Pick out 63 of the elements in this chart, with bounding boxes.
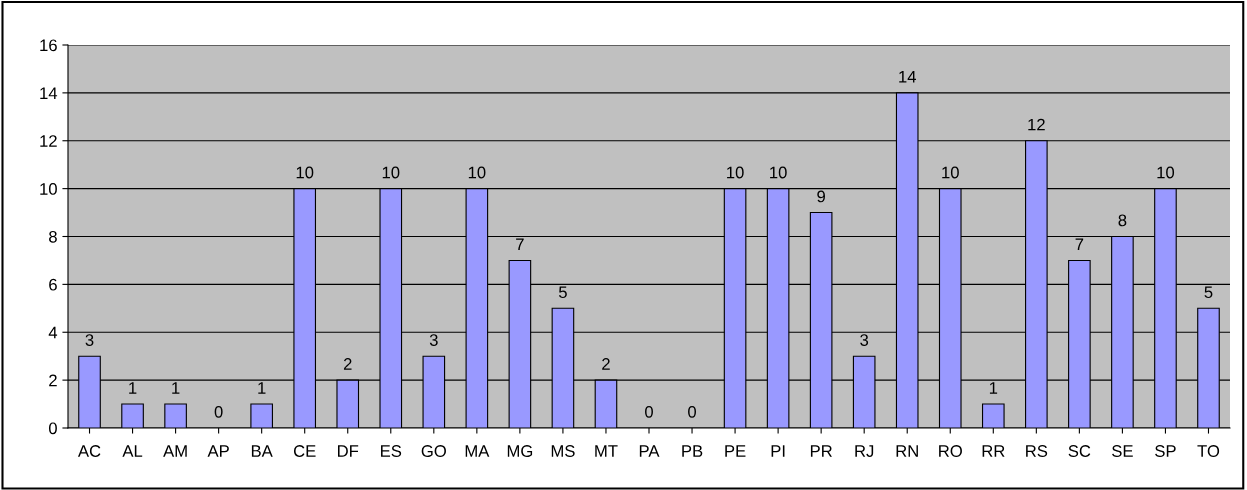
y-tick-label: 14: [40, 87, 58, 99]
data-label: 8: [1118, 214, 1127, 227]
x-tick-label: SE: [1112, 445, 1133, 457]
data-label: 3: [85, 334, 94, 346]
x-tick-label: MA: [465, 445, 490, 457]
y-tick-label: 10: [40, 183, 57, 195]
data-label: 1: [989, 382, 998, 394]
data-label: 2: [343, 358, 352, 370]
x-tick-label: MG: [507, 445, 533, 457]
data-label: 12: [1028, 118, 1045, 131]
x-tick-label: BA: [251, 445, 273, 457]
x-tick-label: AM: [163, 445, 187, 457]
x-tick-label: CE: [293, 445, 316, 457]
data-label: 10: [1157, 166, 1175, 179]
data-label: 2: [602, 358, 610, 370]
x-tick-label: SC: [1068, 445, 1091, 457]
data-label: 0: [645, 405, 653, 418]
x-tick-label: AP: [207, 445, 229, 457]
data-label: 3: [429, 334, 438, 346]
data-label: 1: [172, 382, 180, 394]
y-tick-label: 0: [48, 422, 57, 435]
y-tick-label: 16: [40, 39, 57, 52]
x-tick-label: PA: [639, 445, 660, 457]
data-label: 9: [817, 190, 825, 203]
data-label: 0: [688, 405, 697, 418]
y-tick-label: 8: [49, 230, 57, 243]
x-tick-label: MS: [551, 445, 575, 457]
data-label: 1: [129, 382, 137, 394]
x-tick-label: PE: [725, 445, 746, 457]
data-label: 10: [382, 166, 400, 179]
x-tick-label: MT: [595, 445, 618, 457]
x-tick-label: SP: [1155, 445, 1176, 457]
data-label: 1: [258, 382, 266, 394]
x-tick-label: PB: [682, 445, 703, 457]
data-label: 3: [860, 334, 869, 346]
data-label: 14: [899, 71, 916, 83]
x-tick-label: ES: [381, 445, 402, 457]
data-label: 5: [1204, 286, 1213, 299]
x-tick-label: AL: [122, 445, 143, 457]
x-tick-label: GO: [421, 445, 446, 457]
data-label: 10: [770, 166, 787, 179]
x-tick-label: RR: [982, 445, 1005, 457]
x-tick-label: PI: [771, 445, 785, 457]
x-tick-label: TO: [1197, 445, 1220, 457]
x-tick-label: RO: [939, 445, 962, 457]
x-tick-label: RN: [896, 445, 918, 457]
x-tick-label: PR: [810, 445, 832, 457]
y-tick-label: 4: [48, 326, 58, 339]
data-label: 10: [296, 166, 314, 179]
data-label: 5: [558, 286, 567, 299]
data-label: 0: [214, 405, 223, 418]
x-tick-label: DF: [338, 445, 359, 457]
data-label: 10: [727, 166, 744, 179]
y-tick-label: 12: [40, 135, 57, 147]
y-tick-label: 2: [49, 374, 57, 387]
data-label: 7: [1075, 238, 1084, 251]
x-tick-label: RS: [1026, 445, 1048, 457]
y-tick-label: 6: [49, 278, 57, 291]
data-label: 7: [516, 238, 524, 251]
data-label: 10: [468, 166, 486, 179]
x-tick-label: RJ: [855, 445, 874, 457]
x-tick-label: AC: [77, 445, 101, 457]
data-label: 10: [942, 166, 959, 179]
